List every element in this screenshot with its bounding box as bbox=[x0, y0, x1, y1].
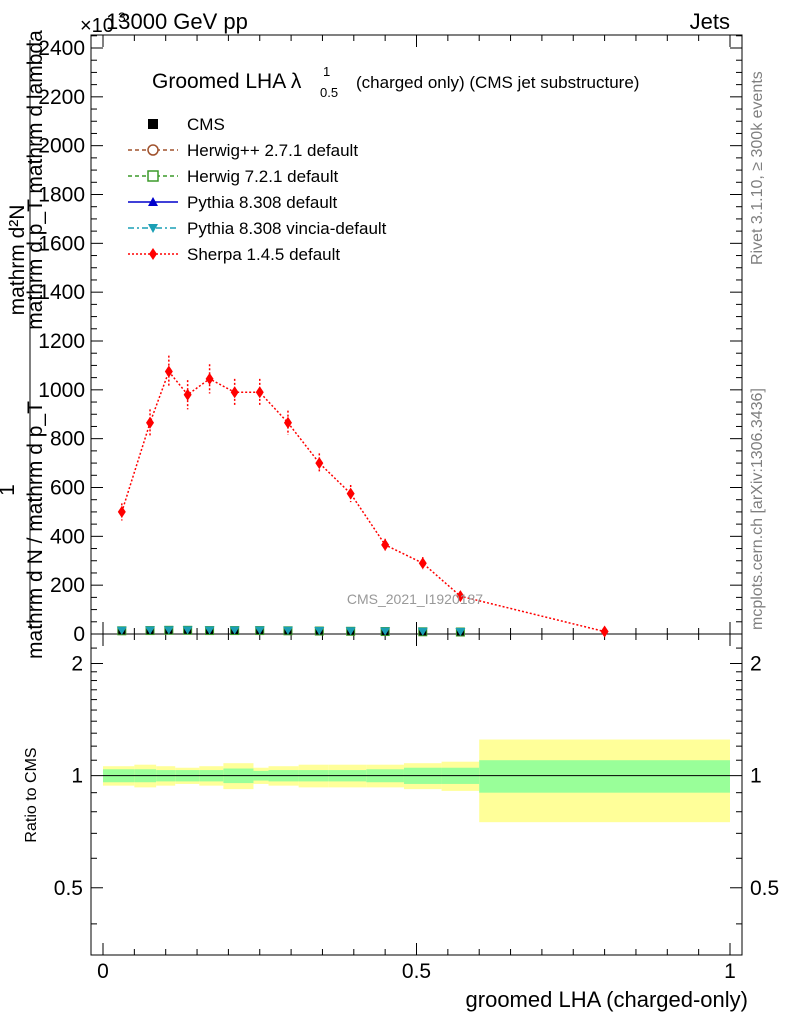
y-tick-label: 1000 bbox=[38, 379, 85, 402]
series-layer bbox=[116, 355, 609, 638]
analysis-watermark: CMS_2021_I1920187 bbox=[347, 591, 483, 607]
vincia-point bbox=[229, 626, 240, 635]
vincia-point bbox=[254, 626, 265, 635]
legend-label: Herwig 7.2.1 default bbox=[187, 167, 338, 186]
legend-marker bbox=[148, 224, 158, 233]
y-tick-label: 2200 bbox=[38, 86, 85, 109]
ratio-y-label: Ratio to CMS bbox=[23, 747, 40, 842]
header-energy: 13000 GeV pp bbox=[106, 9, 248, 34]
rivet-label: Rivet 3.1.10, ≥ 300k events bbox=[749, 71, 766, 265]
vincia-point bbox=[204, 626, 215, 635]
legend-label: Herwig++ 2.7.1 default bbox=[187, 141, 358, 160]
ratio-tick-label: 2 bbox=[750, 652, 762, 675]
sherpa-point bbox=[283, 416, 292, 429]
sherpa-point bbox=[230, 386, 239, 399]
legend-label: Pythia 8.308 default bbox=[187, 193, 338, 212]
legend-label: Sherpa 1.4.5 default bbox=[187, 245, 340, 264]
y-label-bottom: mathrm d N / mathrm d p_T bbox=[24, 401, 47, 659]
vincia-point bbox=[282, 626, 293, 635]
sherpa-point bbox=[164, 365, 173, 378]
ratio-tick-label: 2 bbox=[71, 652, 83, 675]
legend-marker bbox=[148, 119, 158, 129]
ratio-axes: 0 0.5 1 0.5 0.5 1 1 2 2 bbox=[54, 634, 779, 983]
chart-title: Groomed LHA λ 1 0.5 (charged only) (CMS … bbox=[152, 64, 639, 100]
chart-title-text: Groomed LHA λ bbox=[152, 70, 302, 93]
x-tick-label: 1 bbox=[724, 960, 736, 983]
legend-marker bbox=[149, 248, 157, 260]
header-process: Jets bbox=[690, 9, 730, 34]
y-tick-label: 400 bbox=[50, 525, 85, 548]
legend: CMS Herwig++ 2.7.1 default Herwig 7.2.1 de… bbox=[128, 115, 387, 264]
y-exponent-power: 3 bbox=[118, 9, 126, 25]
sherpa-point bbox=[381, 538, 390, 551]
y-tick-label: 2400 bbox=[38, 37, 85, 60]
legend-marker bbox=[147, 144, 159, 156]
sherpa-point bbox=[346, 487, 355, 500]
sherpa-point bbox=[255, 386, 264, 399]
sherpa-point bbox=[117, 505, 126, 518]
ratio-tick-label: 1 bbox=[750, 765, 762, 788]
y-tick-label: 1800 bbox=[38, 184, 85, 207]
chart-title-sub: 0.5 bbox=[320, 85, 338, 100]
x-tick-label: 0.5 bbox=[402, 960, 431, 983]
vincia-point bbox=[345, 627, 356, 636]
vincia-point bbox=[314, 627, 325, 636]
ratio-bands bbox=[103, 739, 730, 823]
vincia-point bbox=[145, 626, 156, 635]
x-axis-label: groomed LHA (charged-only) bbox=[466, 987, 748, 1012]
legend-marker bbox=[148, 197, 158, 206]
y-tick-label: 2000 bbox=[38, 135, 85, 158]
vincia-point bbox=[417, 627, 428, 636]
sherpa-point bbox=[418, 557, 427, 570]
y-tick-label: 1200 bbox=[38, 330, 85, 353]
sherpa-point bbox=[205, 372, 214, 385]
sherpa-point bbox=[146, 416, 155, 429]
y-tick-label: 0 bbox=[73, 623, 85, 646]
main-axes: 0 200 400 600 800 1000 1200 1400 1600 1800 2000 220… bbox=[38, 35, 742, 646]
sherpa-line bbox=[121, 370, 605, 633]
y-label-line1: mathrm d²N bbox=[6, 205, 29, 316]
y-tick-label: 800 bbox=[50, 428, 85, 451]
ratio-tick-label: 0.5 bbox=[54, 877, 83, 900]
sherpa-point bbox=[183, 388, 192, 401]
x-tick-label: 0 bbox=[97, 960, 109, 983]
mcplots-label: mcplots.cern.ch [arXiv:1306.3436] bbox=[749, 388, 766, 630]
vincia-point bbox=[116, 626, 127, 635]
y-exponent: ×10 bbox=[80, 15, 114, 37]
sherpa-point bbox=[456, 590, 465, 603]
y-tick-label: 200 bbox=[50, 574, 85, 597]
y-tick-label: 600 bbox=[50, 477, 85, 500]
vincia-point bbox=[182, 626, 193, 635]
y-axis-label: mathrm d²N mathrm d p_T mathrm d lambda … bbox=[0, 30, 47, 659]
vincia-point bbox=[455, 628, 466, 637]
legend-label: CMS bbox=[187, 115, 225, 134]
y-tick-label: 1400 bbox=[38, 281, 85, 304]
sherpa-point bbox=[315, 457, 324, 470]
sherpa-point bbox=[600, 625, 609, 638]
ratio-tick-label: 1 bbox=[71, 765, 83, 788]
vincia-point bbox=[380, 627, 391, 636]
chart-title-suffix: (charged only) (CMS jet substructure) bbox=[356, 73, 639, 92]
legend-label: Pythia 8.308 vincia-default bbox=[187, 219, 387, 238]
ratio-tick-label: 0.5 bbox=[750, 877, 779, 900]
y-tick-label: 1600 bbox=[38, 232, 85, 255]
ratio-band-stat bbox=[479, 760, 730, 793]
legend-marker bbox=[147, 170, 159, 182]
chart-title-sup: 1 bbox=[323, 64, 330, 79]
y-label-frac: 1 bbox=[0, 484, 19, 496]
vincia-point bbox=[163, 626, 174, 635]
